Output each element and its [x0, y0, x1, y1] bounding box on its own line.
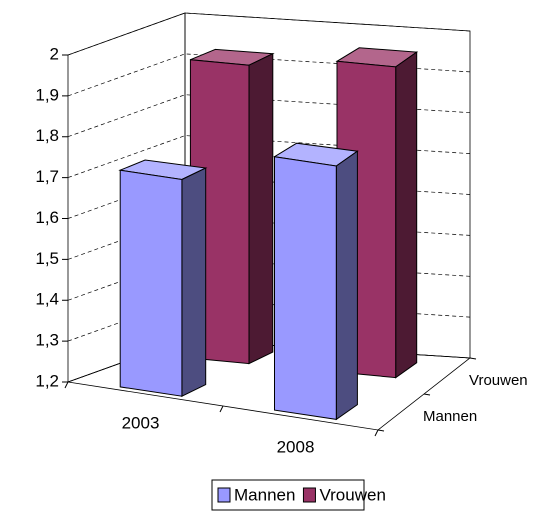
bar-side	[248, 52, 274, 365]
bar-side	[335, 150, 358, 421]
legend-label: Vrouwen	[319, 485, 385, 504]
bar-side	[181, 167, 207, 397]
bar	[118, 159, 208, 397]
bar-front	[274, 156, 337, 420]
z-tick	[423, 393, 431, 396]
y-tick-label: 1,9	[35, 85, 59, 104]
x-tick-label: 2008	[277, 437, 315, 456]
z-tick-label: Mannen	[423, 408, 477, 425]
y-tick-label: 1,3	[35, 331, 59, 350]
grid-line	[67, 12, 471, 56]
legend: Mannen Vrouwen	[211, 479, 386, 511]
x-tick	[374, 429, 379, 437]
y-tick-label: 1,6	[35, 208, 59, 227]
y-tick-label: 1,5	[35, 249, 59, 268]
legend-label: Mannen	[234, 485, 295, 504]
y-tick-label: 1,4	[35, 290, 59, 309]
y-tick-label: 2	[50, 44, 59, 63]
z-tick-label: Vrouwen	[469, 372, 528, 389]
y-tick-label: 1,7	[35, 167, 59, 186]
x-tick	[219, 405, 224, 413]
x-tick-label: 2003	[122, 413, 160, 432]
bar-front	[119, 169, 183, 397]
bar	[189, 48, 275, 365]
legend-swatch	[217, 487, 231, 503]
bar-side	[395, 51, 418, 379]
legend-swatch	[302, 487, 316, 503]
legend-frame	[211, 479, 365, 511]
y-tick-label: 1,2	[35, 371, 59, 390]
z-tick	[469, 357, 477, 360]
x-tick	[64, 381, 69, 389]
bar	[273, 142, 359, 421]
z-tick	[377, 429, 385, 432]
y-tick-label: 1,8	[35, 126, 59, 145]
